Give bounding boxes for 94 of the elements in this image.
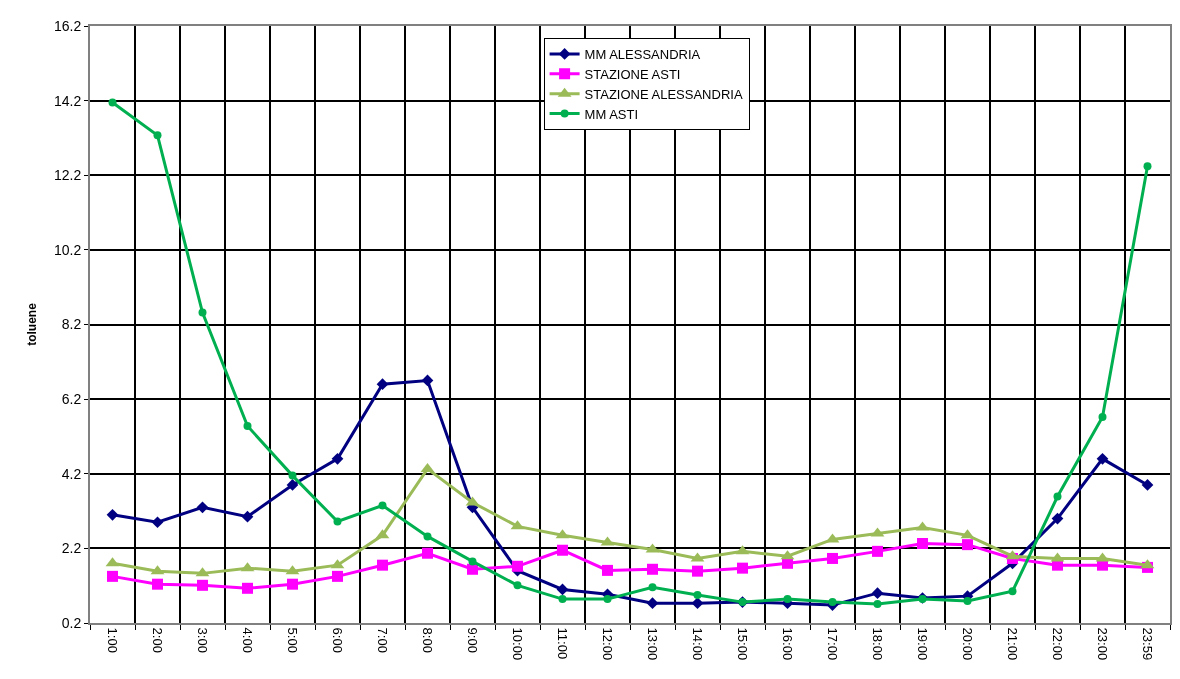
point — [648, 583, 657, 592]
point — [1098, 413, 1107, 422]
x-tick-label: 13:00 — [645, 627, 661, 661]
point — [917, 538, 928, 550]
point — [151, 516, 164, 529]
y-tick-label: 14.2 — [53, 92, 82, 109]
point — [152, 578, 163, 590]
x-tick-label: 16:00 — [780, 627, 796, 661]
point — [557, 544, 568, 556]
point — [871, 587, 884, 599]
x-tick-label: 7:00 — [375, 627, 391, 653]
x-tick-label: 22:00 — [1050, 627, 1066, 661]
point — [378, 501, 387, 510]
x-tick-label: 21:00 — [1005, 627, 1021, 661]
legend-label: MM ASTI — [584, 106, 639, 122]
x-tick-label: 6:00 — [330, 627, 346, 653]
point — [963, 596, 972, 605]
y-tick-label: 16.2 — [53, 17, 82, 34]
x-tick-label: 11:00 — [555, 627, 571, 660]
point — [693, 591, 702, 600]
legend-label: STAZIONE ALESSANDRIA — [584, 86, 743, 102]
point — [197, 579, 208, 591]
x-tick-label: 5:00 — [285, 627, 301, 653]
point — [422, 547, 433, 559]
point — [647, 563, 658, 575]
point — [513, 581, 522, 590]
y-tick-label: 6.2 — [61, 391, 82, 408]
point — [602, 564, 613, 576]
point — [512, 560, 523, 572]
point — [331, 452, 344, 465]
legend-label: STAZIONE ASTI — [584, 66, 681, 82]
point — [288, 471, 297, 480]
x-tick-label: 2:00 — [150, 627, 166, 653]
point — [287, 578, 298, 590]
y-tick-label: 2.2 — [61, 540, 82, 557]
x-tick-label: 23:59 — [1140, 627, 1156, 661]
x-tick-label: 1:00 — [105, 627, 121, 653]
y-axis-title: toluene — [24, 302, 39, 346]
point — [603, 595, 612, 604]
x-tick-label: 8:00 — [420, 627, 436, 653]
y-tick-label: 0.2 — [61, 614, 82, 631]
point — [783, 595, 792, 604]
point — [106, 508, 119, 521]
point — [828, 598, 837, 607]
point — [107, 570, 118, 582]
point — [962, 539, 973, 551]
point — [691, 597, 704, 610]
point — [827, 552, 838, 564]
x-tick-label: 4:00 — [240, 627, 256, 653]
point — [646, 597, 659, 610]
x-tick-label: 3:00 — [195, 627, 211, 653]
x-tick-label: 23:00 — [1095, 627, 1111, 661]
point — [377, 559, 388, 571]
point — [243, 421, 252, 430]
point — [1096, 452, 1109, 465]
y-tick-label: 8.2 — [61, 316, 82, 333]
point — [108, 98, 117, 107]
point — [376, 378, 389, 391]
point — [421, 374, 434, 387]
point — [468, 557, 477, 566]
point — [1141, 479, 1154, 491]
point — [333, 517, 342, 526]
point — [286, 479, 299, 491]
point — [332, 570, 343, 582]
x-tick-label: 19:00 — [915, 627, 931, 661]
point — [1051, 512, 1064, 525]
point — [196, 501, 209, 514]
y-tick-label: 10.2 — [53, 241, 82, 258]
point — [873, 599, 882, 608]
point — [737, 562, 748, 574]
point — [556, 583, 569, 596]
legend-label: MM ALESSANDRIA — [584, 46, 701, 62]
x-tick-label: 17:00 — [825, 627, 841, 661]
point — [692, 565, 703, 577]
point — [872, 545, 883, 557]
point — [1008, 587, 1017, 596]
point — [423, 532, 432, 541]
x-tick-label: 14:00 — [690, 627, 706, 661]
x-tick-label: 18:00 — [870, 627, 886, 661]
point — [467, 563, 478, 575]
x-tick-label: 15:00 — [735, 627, 751, 661]
y-tick-label: 12.2 — [53, 167, 82, 184]
y-tick-label: 4.2 — [61, 465, 82, 482]
x-tick-label: 20:00 — [960, 627, 976, 661]
point — [1053, 492, 1062, 501]
x-tick-label: 10:00 — [510, 627, 526, 661]
x-tick-label: 9:00 — [465, 627, 481, 653]
point — [242, 582, 253, 594]
x-tick-label: 12:00 — [600, 627, 616, 661]
point — [241, 510, 254, 523]
point — [1143, 162, 1152, 171]
point — [153, 131, 162, 140]
point — [198, 308, 207, 317]
point — [558, 595, 567, 604]
